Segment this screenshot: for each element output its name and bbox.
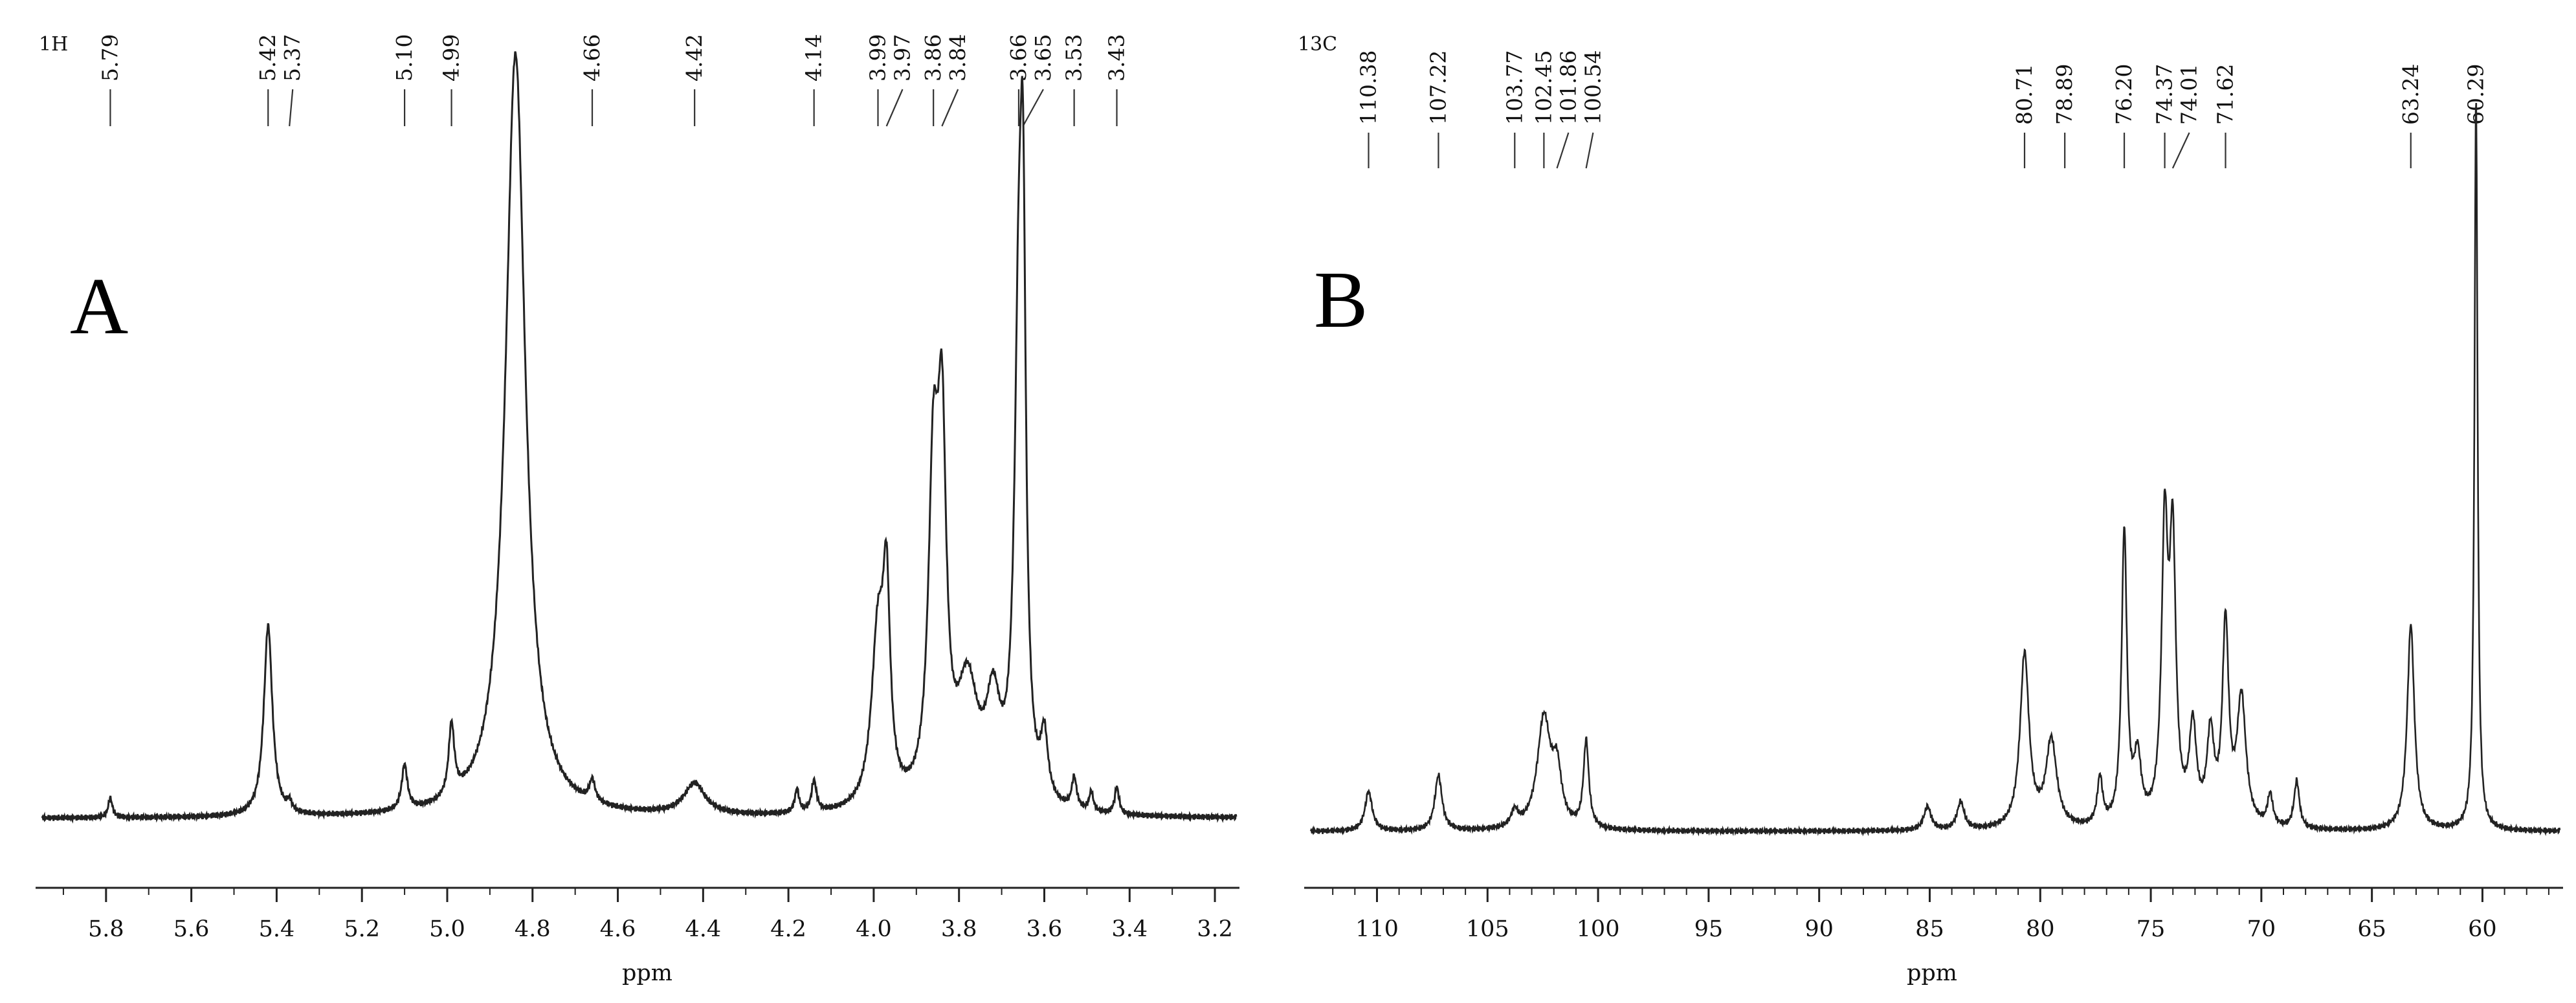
peak-leader-line [289,89,294,127]
x-tick-label: 85 [1915,916,1944,942]
peak-label: 3.65 [1030,34,1056,82]
peak-leader-line [2171,132,2190,169]
peak-leader-line [1022,89,1044,127]
peak-label: 80.71 [2012,64,2037,125]
x-tick-label: 4.8 [515,916,551,942]
x-tick-label: 90 [1804,916,1834,942]
peak-label: 76.20 [2111,64,2137,125]
peak-label: 5.79 [97,34,122,82]
peak-label: 3.66 [1006,34,1031,82]
x-tick-label: 4.4 [685,916,722,942]
peak-label: 4.14 [801,34,827,82]
x-tick-label: 5.2 [344,916,380,942]
x-tick-label: 3.4 [1111,916,1148,942]
x-tick-label: 3.2 [1197,916,1233,942]
x-tick-label: 105 [1466,916,1509,942]
peak-labels-13c: 110.38 107.22 103.77 102.45 101.86 100.54 80.7… [1355,50,2489,169]
x-tick-label: 5.4 [259,916,295,942]
nucleus-label-13c: 13C [1298,33,1337,56]
x-axis-title-13c: ppm [1907,960,1957,986]
x-tick-label: 75 [2137,916,2166,942]
x-tick-label: 5.0 [429,916,465,942]
peak-label: 103.77 [1502,50,1527,125]
peak-labels-1h: 5.79 5.42 5.37 5.10 4.99 4.66 4.42 4.14 3.99 3.97… [97,34,1129,127]
x-tick-label: 4.2 [770,916,806,942]
peak-label: 3.99 [865,34,891,82]
panel-letter-a: A [70,262,128,351]
x-tick-label: 80 [2026,916,2055,942]
peak-label: 78.89 [2052,64,2077,125]
x-axis-ticks-1h: 5.8 5.6 5.4 5.2 5.0 4.8 4.6 4.4 4.2 4.0 3.8 3.6 3.4 3… [62,888,1233,942]
peak-label: 74.01 [2177,64,2202,125]
peak-label: 5.10 [392,34,417,82]
peak-leader-line [1585,132,1594,169]
x-tick-label: 110 [1355,916,1399,942]
x-tick-label: 60 [2468,916,2497,942]
x-tick-label: 3.6 [1027,916,1063,942]
peak-label: 3.43 [1104,34,1129,82]
peak-leader-line [941,89,959,127]
peak-leader-line [1556,132,1570,169]
panel-b-13c-spectrum: B 13C 110.38 107.22 103.77 102.45 101.86 100.… [1298,33,2563,986]
peak-label: 71.62 [2213,64,2238,125]
spectrum-13c [1309,103,2561,837]
peak-label: 107.22 [1425,50,1450,125]
peak-label: 3.84 [945,34,970,82]
peak-label: 101.86 [1555,50,1581,125]
panel-letter-b: B [1314,256,1368,345]
x-tick-label: 4.6 [600,916,636,942]
x-tick-label: 5.6 [173,916,210,942]
x-tick-label: 3.8 [941,916,977,942]
spectrum-1h [41,51,1238,824]
x-tick-label: 65 [2357,916,2386,942]
x-tick-label: 100 [1577,916,1620,942]
peak-label: 102.45 [1531,50,1556,125]
peak-label: 4.99 [439,34,464,82]
peak-label: 110.38 [1355,50,1381,125]
peak-label: 100.54 [1580,50,1605,125]
peak-label: 74.37 [2152,64,2177,125]
peak-leader-line [885,89,904,127]
spectrum-trace [1309,103,2561,837]
x-tick-label: 95 [1694,916,1724,942]
x-axis-ticks-13c: 110 105 100 95 90 85 80 75 70 65 60 [1332,888,2549,942]
panel-a-1h-spectrum: A 1H 5.79 5.42 5.37 5.10 4.99 4.66 4.42 4.14 3.9… [36,33,1239,986]
peak-label: 4.42 [682,34,707,82]
x-axis-title-1h: ppm [622,960,672,986]
x-tick-label: 70 [2247,916,2276,942]
x-tick-label: 5.8 [88,916,124,942]
peak-label: 3.53 [1061,34,1087,82]
x-tick-label: 4.0 [856,916,892,942]
nucleus-label-1h: 1H [39,33,68,56]
peak-label: 3.97 [890,34,915,82]
spectrum-trace [41,51,1238,824]
peak-label: 5.37 [280,34,305,82]
peak-label: 63.24 [2398,64,2423,125]
peak-label: 5.42 [255,34,280,82]
peak-label: 3.86 [920,34,946,82]
peak-label: 4.66 [579,34,605,82]
